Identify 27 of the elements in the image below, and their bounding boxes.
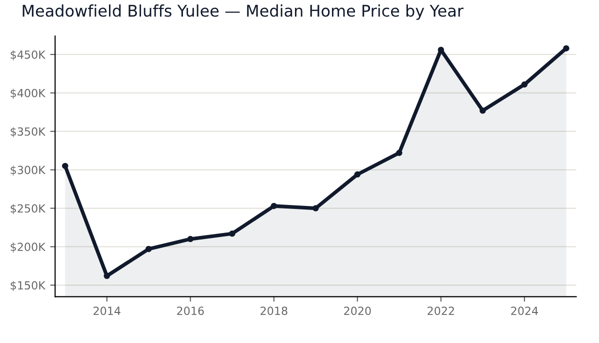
y-tick-label: $450K bbox=[10, 50, 46, 60]
point bbox=[480, 107, 486, 114]
point bbox=[270, 202, 278, 210]
y-tick-label: $150K bbox=[10, 280, 46, 292]
y-tick-label: $250K bbox=[10, 204, 46, 214]
point bbox=[312, 205, 319, 212]
point bbox=[146, 246, 152, 252]
chart-title: Meadowfield Bluffs Yulee — Median Home Price by Year bbox=[22, 4, 464, 20]
x-tick-label: 2020 bbox=[344, 306, 371, 316]
x-tick-label: 2024 bbox=[511, 306, 538, 316]
point bbox=[396, 150, 402, 156]
x-tick-label: 2016 bbox=[177, 306, 204, 316]
y-tick-label: $350K bbox=[10, 127, 46, 138]
x-tick-label: 2014 bbox=[94, 306, 120, 316]
point bbox=[438, 46, 444, 53]
point bbox=[354, 171, 361, 178]
point bbox=[521, 81, 528, 88]
point bbox=[104, 272, 110, 280]
x-tick-label: 2022 bbox=[428, 306, 454, 316]
y-tick-label: $400K bbox=[10, 88, 46, 99]
point bbox=[563, 45, 570, 52]
point bbox=[229, 230, 236, 237]
point bbox=[62, 162, 68, 170]
y-tick-label: $300K bbox=[10, 166, 46, 176]
point bbox=[187, 236, 194, 242]
x-tick-label: 2018 bbox=[260, 306, 288, 316]
y-tick-label: $200K bbox=[10, 242, 46, 253]
